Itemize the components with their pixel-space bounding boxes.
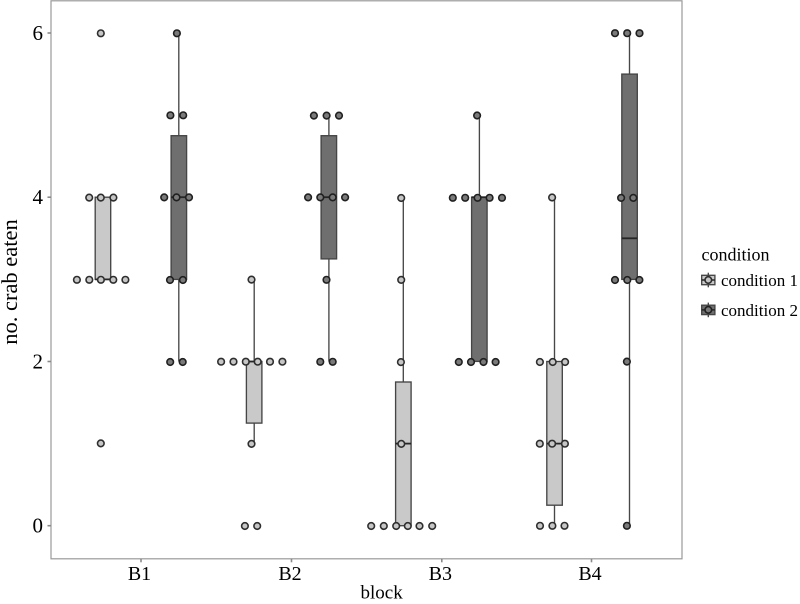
svg-text:6: 6 xyxy=(33,21,44,45)
svg-text:block: block xyxy=(360,583,403,604)
svg-text:B2: B2 xyxy=(278,563,301,585)
svg-text:B3: B3 xyxy=(429,563,452,585)
svg-text:no. crab eaten: no. crab eaten xyxy=(0,219,22,345)
svg-text:condition: condition xyxy=(702,245,770,265)
svg-text:B1: B1 xyxy=(128,563,151,585)
svg-text:condition 1: condition 1 xyxy=(721,271,798,290)
svg-text:B4: B4 xyxy=(578,563,601,585)
svg-text:4: 4 xyxy=(33,185,44,209)
svg-text:0: 0 xyxy=(33,514,44,538)
svg-text:2: 2 xyxy=(33,350,44,374)
svg-text:condition 2: condition 2 xyxy=(721,301,798,320)
